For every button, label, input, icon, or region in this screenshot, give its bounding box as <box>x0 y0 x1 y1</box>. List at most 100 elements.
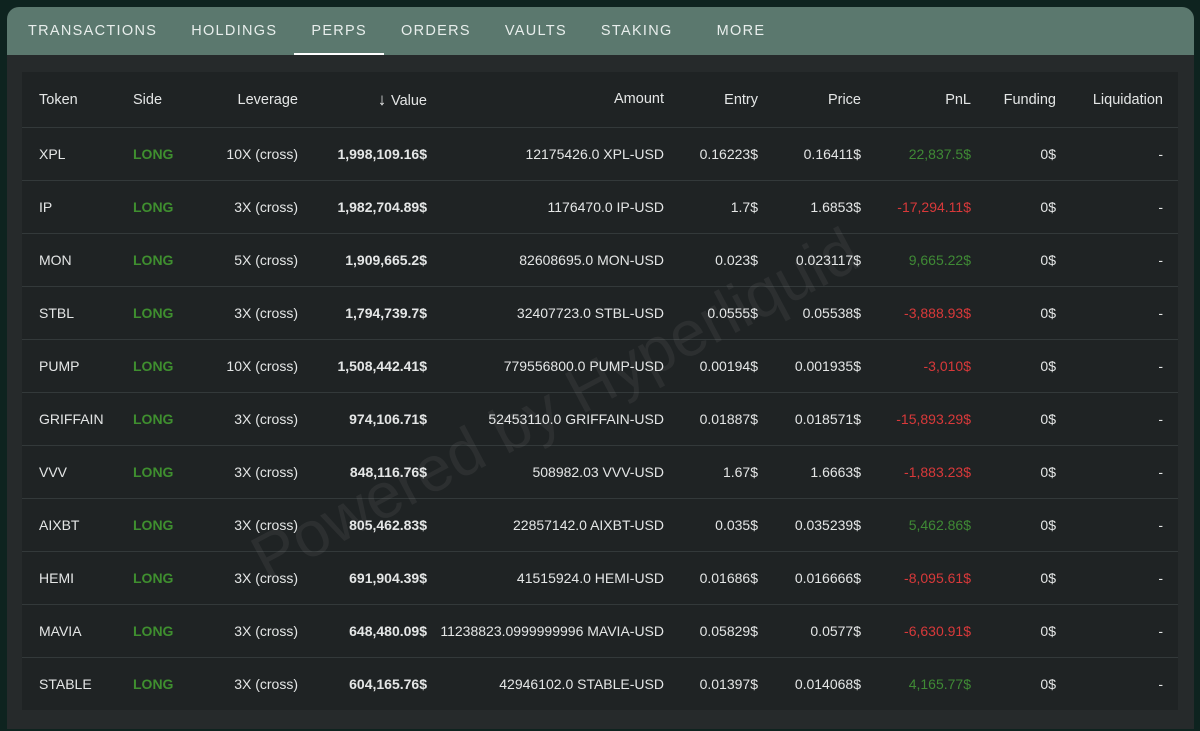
cell-leverage: 3X (cross) <box>234 570 298 586</box>
tab-holdings[interactable]: HOLDINGS <box>191 23 278 39</box>
column-header-label: Entry <box>724 91 758 108</box>
cell-side: LONG <box>133 411 174 427</box>
column-header-leverage[interactable]: Leverage <box>203 92 298 108</box>
cell-funding: 0$ <box>1040 623 1056 639</box>
cell-leverage: 3X (cross) <box>234 676 298 692</box>
cell-amount: 32407723.0 STBL-USD <box>516 304 664 321</box>
cell-value: 1,909,665.2$ <box>345 252 427 268</box>
cell-liquidation: - <box>1158 199 1163 215</box>
tab-transactions[interactable]: TRANSACTIONS <box>28 23 158 39</box>
tab-orders[interactable]: ORDERS <box>401 23 471 39</box>
cell-entry: 0.0555$ <box>707 305 758 321</box>
cell-liquidation: - <box>1158 358 1163 374</box>
cell-token[interactable]: MAVIA <box>39 623 82 639</box>
table-row[interactable]: PUMP LONG 10X (cross) 1,508,442.41$ 77955680… <box>22 339 1178 392</box>
cell-token[interactable]: IP <box>39 199 53 215</box>
cell-token[interactable]: STABLE <box>39 676 92 692</box>
column-header-label: PnL <box>945 91 971 108</box>
arrow-down-icon: ↓ <box>377 89 391 109</box>
cell-token[interactable]: GRIFFAIN <box>39 411 104 427</box>
column-header-label: Liquidation <box>1092 91 1163 108</box>
column-header-side[interactable]: Side <box>133 92 203 108</box>
column-header-liquidation[interactable]: Liquidation <box>1056 92 1163 108</box>
tab-vaults[interactable]: VAULTS <box>504 23 567 39</box>
cell-side: LONG <box>133 305 174 321</box>
cell-funding: 0$ <box>1040 676 1056 692</box>
cell-token[interactable]: AIXBT <box>39 517 80 533</box>
cell-side: LONG <box>133 199 174 215</box>
cell-leverage: 3X (cross) <box>234 464 298 480</box>
column-header-value[interactable]: ↓ Value <box>298 90 427 110</box>
cell-value: 1,508,442.41$ <box>337 358 427 374</box>
cell-liquidation: - <box>1158 623 1163 639</box>
cell-funding: 0$ <box>1040 146 1056 162</box>
cell-liquidation: - <box>1158 464 1163 480</box>
cell-price: 0.0577$ <box>810 623 861 639</box>
table-row[interactable]: STABLE LONG 3X (cross) 604,165.76$ 42946102.… <box>22 657 1178 710</box>
cell-amount: 1176470.0 IP-USD <box>547 198 664 215</box>
column-header-label: Side <box>133 91 163 108</box>
cell-funding: 0$ <box>1040 199 1056 215</box>
cell-token[interactable]: HEMI <box>39 570 74 586</box>
cell-price: 1.6663$ <box>810 464 861 480</box>
cell-token[interactable]: STBL <box>39 305 75 321</box>
cell-pnl: -17,294.11$ <box>897 199 971 215</box>
cell-value: 1,794,739.7$ <box>345 305 427 321</box>
cell-value: 648,480.09$ <box>349 623 427 639</box>
cell-token[interactable]: MON <box>39 252 72 268</box>
tab-staking[interactable]: STAKING <box>600 23 673 39</box>
table-row[interactable]: MAVIA LONG 3X (cross) 648,480.09$ 11238823.0… <box>22 604 1178 657</box>
column-header-price[interactable]: Price <box>758 92 861 108</box>
table-row[interactable]: HEMI LONG 3X (cross) 691,904.39$ 41515924.0 … <box>22 551 1178 604</box>
cell-amount: 82608695.0 MON-USD <box>519 251 664 268</box>
cell-amount: 11238823.0999999996 MAVIA-USD <box>440 622 664 639</box>
cell-pnl: -1,883.23$ <box>904 464 971 480</box>
cell-token[interactable]: PUMP <box>39 358 80 374</box>
cell-entry: 0.00194$ <box>699 358 758 374</box>
cell-entry: 1.7$ <box>730 199 758 215</box>
cell-value: 1,998,109.16$ <box>337 146 427 162</box>
table-row[interactable]: VVV LONG 3X (cross) 848,116.76$ 508982.03 VV… <box>22 445 1178 498</box>
table-row[interactable]: MON LONG 5X (cross) 1,909,665.2$ 82608695.0 … <box>22 233 1178 286</box>
cell-liquidation: - <box>1158 411 1163 427</box>
cell-value: 805,462.83$ <box>349 517 427 533</box>
cell-leverage: 3X (cross) <box>234 411 298 427</box>
column-header-label: Token <box>39 91 78 108</box>
column-header-entry[interactable]: Entry <box>664 92 758 108</box>
column-header-amount[interactable]: Amount <box>427 89 664 110</box>
table-row[interactable]: XPL LONG 10X (cross) 1,998,109.16$ 12175426.… <box>22 127 1178 180</box>
cell-pnl: -3,888.93$ <box>904 305 971 321</box>
column-header-label: Leverage <box>237 91 298 108</box>
cell-funding: 0$ <box>1040 570 1056 586</box>
table-row[interactable]: IP LONG 3X (cross) 1,982,704.89$ 1176470.0 I… <box>22 180 1178 233</box>
cell-side: LONG <box>133 464 174 480</box>
cell-price: 0.016666$ <box>794 570 861 586</box>
cell-pnl: -6,630.91$ <box>904 623 971 639</box>
cell-entry: 0.023$ <box>715 252 758 268</box>
cell-pnl: 4,165.77$ <box>908 676 971 692</box>
cell-side: LONG <box>133 146 174 162</box>
table-row[interactable]: AIXBT LONG 3X (cross) 805,462.83$ 22857142.0… <box>22 498 1178 551</box>
cell-entry: 0.035$ <box>715 517 758 533</box>
cell-pnl: 22,837.5$ <box>908 146 971 162</box>
cell-entry: 0.01686$ <box>699 570 758 586</box>
cell-leverage: 5X (cross) <box>234 252 298 268</box>
cell-amount: 41515924.0 HEMI-USD <box>516 569 664 586</box>
column-header-pnl[interactable]: PnL <box>861 92 971 108</box>
tab-more[interactable]: MORE <box>716 23 766 39</box>
cell-side: LONG <box>133 517 174 533</box>
cell-pnl: 5,462.86$ <box>908 517 971 533</box>
cell-value: 974,106.71$ <box>349 411 427 427</box>
column-header-token[interactable]: Token <box>22 92 133 108</box>
cell-liquidation: - <box>1158 252 1163 268</box>
cell-entry: 0.01887$ <box>699 411 758 427</box>
table-row[interactable]: STBL LONG 3X (cross) 1,794,739.7$ 32407723.0… <box>22 286 1178 339</box>
column-header-funding[interactable]: Funding <box>971 92 1056 108</box>
cell-side: LONG <box>133 676 174 692</box>
cell-token[interactable]: XPL <box>39 146 66 162</box>
cell-token[interactable]: VVV <box>39 464 68 480</box>
table-row[interactable]: GRIFFAIN LONG 3X (cross) 974,106.71$ 5245311… <box>22 392 1178 445</box>
column-header-label: Price <box>827 91 861 108</box>
cell-liquidation: - <box>1158 146 1163 162</box>
tab-perps[interactable]: PERPS <box>294 7 384 55</box>
